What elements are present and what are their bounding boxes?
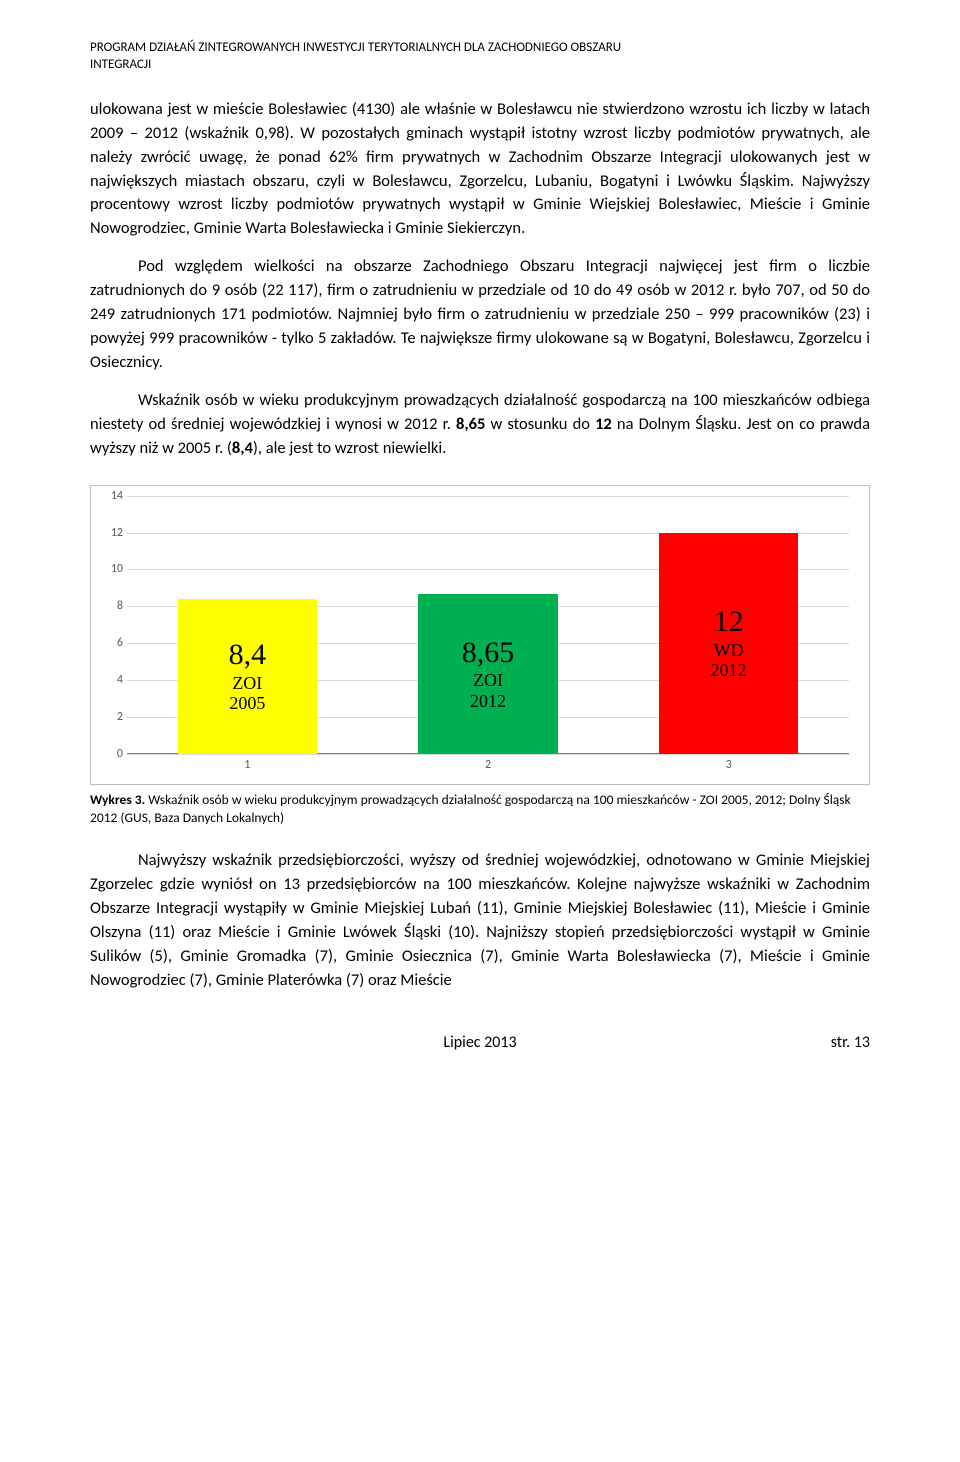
paragraph-4: Najwyższy wskaźnik przedsiębiorczości, w… bbox=[90, 849, 870, 993]
paragraph-2: Pod względem wielkości na obszarze Zacho… bbox=[90, 255, 870, 375]
footer-page-number: str. 13 bbox=[790, 1033, 870, 1052]
chart-caption: Wykres 3. Wskaźnik osób w wieku produkcy… bbox=[90, 791, 870, 827]
y-tick-label: 8 bbox=[117, 599, 123, 613]
x-tick-label: 3 bbox=[726, 758, 732, 772]
x-axis: 1 2 3 bbox=[127, 758, 849, 778]
bar-label: 12WD2012 bbox=[659, 605, 799, 681]
plot-area: 8,4ZOI2005 8,65ZOI2012 12WD2012 bbox=[127, 496, 849, 754]
grid-line bbox=[127, 496, 849, 497]
y-tick-label: 14 bbox=[111, 489, 123, 503]
y-tick-label: 0 bbox=[117, 747, 123, 761]
document-header: PROGRAM DZIAŁAŃ ZINTEGROWANYCH INWESTYCJ… bbox=[90, 40, 870, 74]
bar: 8,4ZOI2005 bbox=[178, 599, 318, 754]
y-tick-label: 6 bbox=[117, 636, 123, 650]
bar-label: 8,4ZOI2005 bbox=[178, 638, 318, 714]
y-axis: 02468101214 bbox=[91, 496, 127, 754]
y-tick-label: 12 bbox=[111, 526, 123, 540]
paragraph-1: ulokowana jest w mieście Bolesławiec (41… bbox=[90, 98, 870, 242]
header-line2: INTEGRACJI bbox=[90, 57, 151, 72]
y-tick-label: 2 bbox=[117, 710, 123, 724]
x-tick-label: 1 bbox=[244, 758, 250, 772]
bar-label: 8,65ZOI2012 bbox=[418, 636, 558, 712]
header-line1: PROGRAM DZIAŁAŃ ZINTEGROWANYCH INWESTYCJ… bbox=[90, 40, 621, 55]
paragraph-3: Wskaźnik osób w wieku produkcyjnym prowa… bbox=[90, 389, 870, 461]
bar-chart: 02468101214 8,4ZOI20058,65ZOI201212WD201… bbox=[90, 485, 870, 785]
page-footer: Lipiec 2013 str. 13 bbox=[90, 1033, 870, 1052]
footer-center: Lipiec 2013 bbox=[170, 1033, 790, 1052]
x-tick-label: 2 bbox=[485, 758, 491, 772]
y-tick-label: 4 bbox=[117, 673, 123, 687]
bar: 12WD2012 bbox=[659, 533, 799, 754]
bar: 8,65ZOI2012 bbox=[418, 594, 558, 753]
grid-line bbox=[127, 754, 849, 755]
y-tick-label: 10 bbox=[111, 562, 123, 576]
